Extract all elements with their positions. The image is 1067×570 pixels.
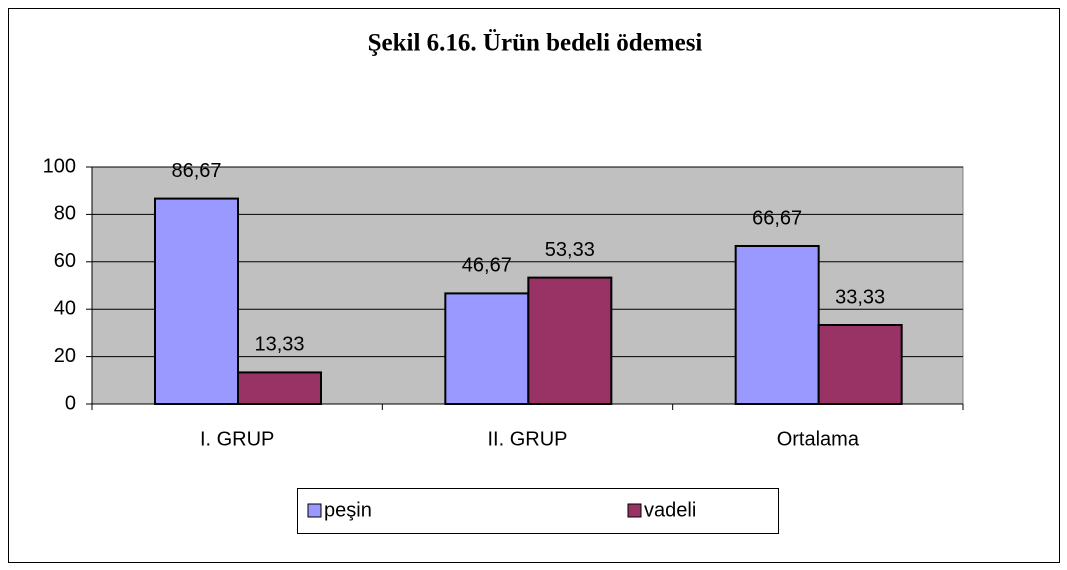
x-tick-label: Ortalama [777, 428, 860, 450]
y-tick-label: 40 [54, 297, 76, 319]
legend-swatch [627, 503, 642, 518]
value-label: 13,33 [254, 334, 304, 356]
bar [734, 244, 820, 405]
value-label: 66,67 [752, 207, 802, 229]
value-label: 33,33 [835, 286, 885, 308]
bar [817, 324, 903, 406]
bar [527, 276, 613, 406]
y-tick-label: 60 [54, 250, 76, 272]
bar [237, 371, 322, 405]
value-label: 46,67 [462, 255, 512, 277]
y-tick-label: 20 [54, 345, 76, 367]
legend-label: vadeli [644, 499, 696, 521]
x-tick-label: I. GRUP [200, 428, 274, 450]
legend-label: peşin [324, 499, 372, 521]
y-tick-label: 80 [54, 203, 76, 225]
value-label: 86,67 [171, 160, 221, 182]
y-tick-label: 0 [65, 392, 76, 414]
value-label: 53,33 [545, 239, 595, 261]
bar [444, 292, 530, 405]
chart-title: Şekil 6.16. Ürün bedeli ödemesi [368, 30, 703, 57]
x-tick-label: II. GRUP [487, 428, 567, 450]
legend-box [297, 488, 779, 534]
y-tick-label: 100 [43, 155, 76, 177]
bar [154, 197, 239, 405]
legend-swatch [307, 503, 322, 518]
